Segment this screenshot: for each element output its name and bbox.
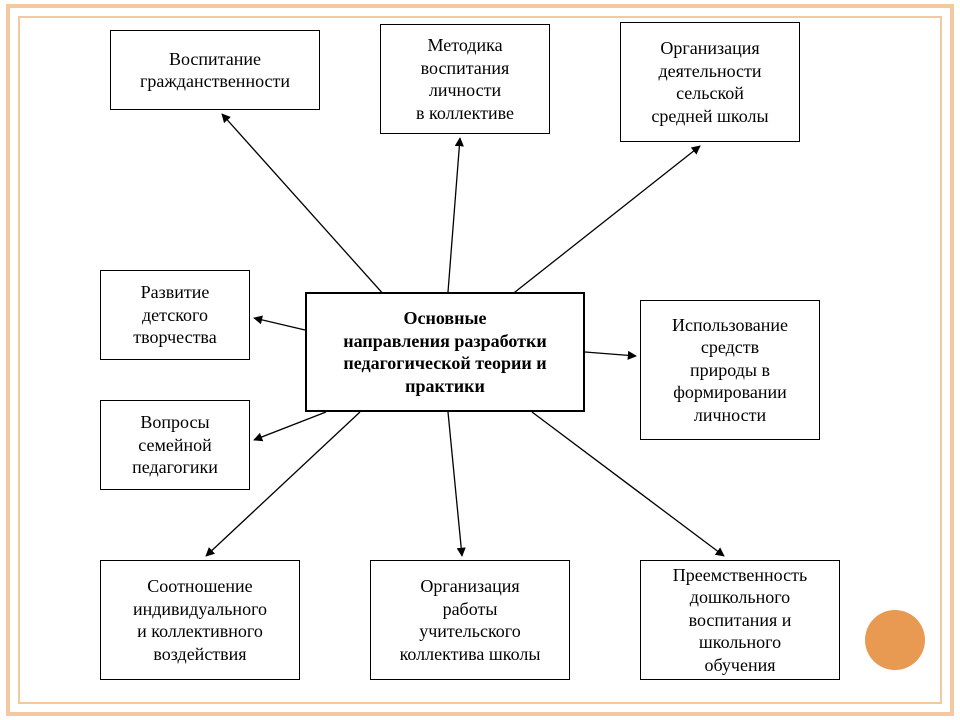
accent-circle xyxy=(865,610,925,670)
node-left-upper: Развитие детского творчества xyxy=(100,270,250,360)
node-top-right: Организация деятельности сельской средне… xyxy=(620,22,800,142)
node-right: Использование средств природы в формиров… xyxy=(640,300,820,440)
node-bottom-left: Соотношение индивидуального и коллективн… xyxy=(100,560,300,680)
node-top-middle: Методика воспитания личности в коллектив… xyxy=(380,24,550,134)
node-left-lower: Вопросы семейной педагогики xyxy=(100,400,250,490)
node-center: Основные направления разработки педагоги… xyxy=(305,292,585,412)
node-top-left: Воспитание гражданственности xyxy=(110,30,320,110)
node-bottom-middle: Организация работы учительского коллекти… xyxy=(370,560,570,680)
node-bottom-right: Преемственность дошкольного воспитания и… xyxy=(640,560,840,680)
